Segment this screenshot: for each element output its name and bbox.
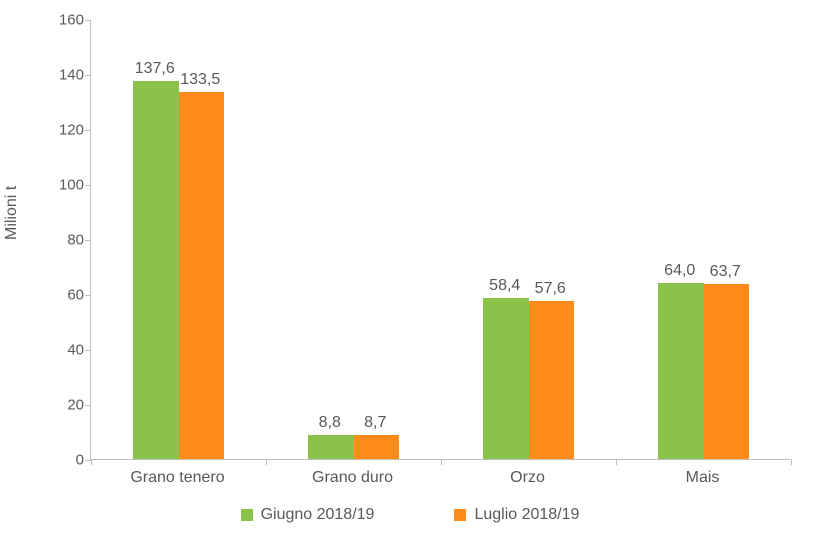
legend-swatch (454, 509, 466, 521)
x-tick-mark (616, 459, 617, 465)
y-tick-mark (85, 20, 91, 21)
y-tick-label: 120 (24, 122, 84, 139)
bar-value-label: 8,8 (319, 414, 341, 432)
bar-value-label: 133,5 (180, 71, 220, 89)
bar-value-label: 137,6 (135, 60, 175, 78)
y-tick-label: 20 (24, 397, 84, 414)
y-tick-label: 100 (24, 177, 84, 194)
bar (308, 435, 354, 459)
x-tick-mark (791, 459, 792, 465)
bar-value-label: 8,7 (364, 414, 386, 432)
x-tick-mark (441, 459, 442, 465)
y-tick-label: 160 (24, 12, 84, 29)
y-tick-mark (85, 350, 91, 351)
x-category-label: Mais (686, 469, 720, 487)
legend-item: Luglio 2018/19 (454, 506, 579, 524)
legend: Giugno 2018/19 Luglio 2018/19 (0, 506, 820, 524)
bar (179, 92, 225, 459)
x-category-label: Grano tenero (130, 469, 224, 487)
y-tick-mark (85, 295, 91, 296)
bar (658, 283, 704, 459)
x-category-label: Orzo (510, 469, 545, 487)
x-category-label: Grano duro (312, 469, 393, 487)
bar (529, 301, 575, 459)
bar-value-label: 57,6 (535, 280, 566, 298)
bar-value-label: 63,7 (710, 263, 741, 281)
x-tick-mark (91, 459, 92, 465)
bar-value-label: 58,4 (489, 277, 520, 295)
bar (704, 284, 750, 459)
y-tick-mark (85, 405, 91, 406)
y-tick-mark (85, 185, 91, 186)
chart-container: Milioni t Giugno 2018/19 Luglio 2018/19 (0, 0, 820, 546)
y-axis-title: Milioni t (3, 186, 21, 240)
y-tick-label: 80 (24, 232, 84, 249)
y-tick-label: 140 (24, 67, 84, 84)
legend-swatch (241, 509, 253, 521)
y-tick-mark (85, 130, 91, 131)
y-tick-mark (85, 75, 91, 76)
y-tick-label: 40 (24, 342, 84, 359)
y-tick-label: 0 (24, 452, 84, 469)
bar (133, 81, 179, 459)
y-tick-label: 60 (24, 287, 84, 304)
legend-label: Giugno 2018/19 (261, 506, 375, 524)
legend-label: Luglio 2018/19 (474, 506, 579, 524)
legend-item: Giugno 2018/19 (241, 506, 375, 524)
y-tick-mark (85, 240, 91, 241)
x-tick-mark (266, 459, 267, 465)
bar-value-label: 64,0 (664, 262, 695, 280)
bar (354, 435, 400, 459)
bar (483, 298, 529, 459)
